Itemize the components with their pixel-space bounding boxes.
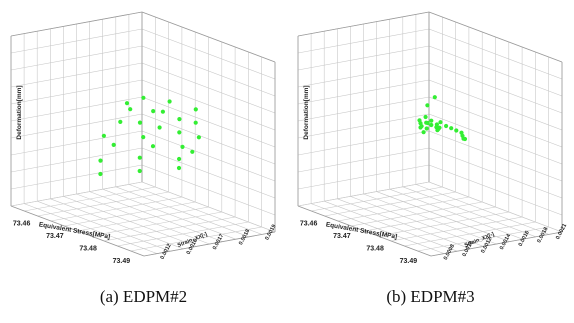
data-point bbox=[417, 118, 421, 122]
data-point bbox=[138, 121, 142, 125]
data-point bbox=[98, 172, 102, 176]
data-point bbox=[112, 143, 116, 147]
data-point bbox=[454, 128, 458, 132]
x-tick-label: 73.48 bbox=[366, 245, 384, 252]
y-tick-label: 0.0021 bbox=[555, 223, 568, 241]
data-point bbox=[141, 135, 145, 139]
data-point bbox=[433, 95, 437, 99]
data-point bbox=[425, 126, 429, 130]
data-point bbox=[197, 135, 201, 139]
floor-grid-line bbox=[337, 199, 470, 249]
data-point bbox=[118, 120, 122, 124]
data-point bbox=[444, 124, 448, 128]
scatter3d-panel-b: 0.4040.40410.40420.404373.4673.4773.4873… bbox=[287, 0, 574, 287]
floor-grid-line bbox=[350, 196, 483, 246]
data-point bbox=[98, 159, 102, 163]
data-point bbox=[422, 130, 426, 134]
caption-a: (a) EDPM#2 bbox=[0, 287, 287, 307]
data-point bbox=[424, 115, 428, 119]
scatter3d-panel-a: 0.4040.40410.40420.404373.4673.4773.4873… bbox=[0, 0, 287, 287]
data-point bbox=[438, 120, 442, 124]
labels-layer: 0.4040.40410.40420.404373.4673.4773.4873… bbox=[0, 55, 278, 264]
data-point bbox=[194, 121, 198, 125]
data-point bbox=[177, 157, 181, 161]
data-point bbox=[177, 130, 181, 134]
y-tick-label: 0.0019 bbox=[264, 224, 277, 242]
data-point bbox=[168, 99, 172, 103]
data-point bbox=[161, 110, 165, 114]
x-tick-label: 73.47 bbox=[333, 233, 351, 240]
x-tick-label: 73.46 bbox=[300, 220, 318, 227]
data-point bbox=[437, 126, 441, 130]
data-point bbox=[138, 156, 142, 160]
data-point bbox=[463, 137, 467, 141]
data-point bbox=[141, 96, 145, 100]
data-point bbox=[190, 150, 194, 154]
data-point bbox=[424, 121, 428, 125]
floor-grid-line bbox=[391, 217, 522, 241]
data-point bbox=[429, 123, 433, 127]
data-point bbox=[429, 119, 433, 123]
labels-layer: 0.4040.40410.40420.404373.4673.4773.4873… bbox=[287, 55, 568, 264]
data-point bbox=[449, 126, 453, 130]
data-point bbox=[158, 125, 162, 129]
z-axis-label: Deformation[mm] bbox=[16, 85, 23, 139]
x-tick-label: 73.48 bbox=[79, 245, 97, 252]
data-point bbox=[138, 169, 142, 173]
z-axis-label: Deformation[mm] bbox=[303, 85, 310, 139]
floor-grid-line bbox=[50, 199, 183, 249]
data-point bbox=[425, 103, 429, 107]
x-tick-label: 73.49 bbox=[400, 258, 418, 265]
x-tick-label: 73.49 bbox=[113, 258, 131, 265]
grid-layer bbox=[11, 12, 275, 256]
floor-grid-line bbox=[63, 196, 196, 246]
caption-b: (b) EDPM#3 bbox=[287, 287, 574, 307]
data-point bbox=[102, 134, 106, 138]
x-tick-label: 73.47 bbox=[46, 233, 64, 240]
data-point bbox=[128, 107, 132, 111]
data-point bbox=[125, 101, 129, 105]
data-point bbox=[194, 107, 198, 111]
data-point bbox=[151, 144, 155, 148]
grid-layer bbox=[298, 12, 562, 256]
floor-grid-line bbox=[104, 217, 235, 241]
data-point bbox=[151, 109, 155, 113]
data-point bbox=[180, 145, 184, 149]
data-point bbox=[177, 117, 181, 121]
data-point bbox=[177, 166, 181, 170]
x-tick-label: 73.46 bbox=[13, 220, 31, 227]
